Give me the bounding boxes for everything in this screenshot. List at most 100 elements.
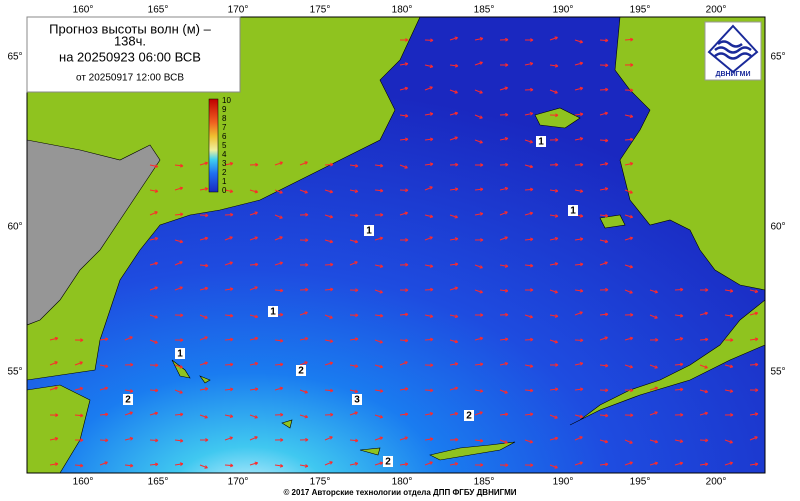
island-nunivak (599, 214, 626, 229)
arrow-shaft (424, 138, 434, 141)
arrow-shaft (174, 439, 183, 442)
arrow-head (705, 438, 709, 443)
arrow-head (480, 238, 484, 242)
arrow-head (179, 261, 183, 265)
arrow-shaft (574, 189, 583, 193)
arrow-head (179, 186, 184, 191)
lat-label-right: 60° (770, 222, 785, 233)
arrow-head (404, 86, 409, 91)
arrow-shaft (749, 338, 758, 341)
arrow-head (605, 87, 609, 92)
arrow-head (504, 288, 509, 293)
header-title: Прогноз высоты волн (м) – (49, 21, 211, 36)
arrow-shaft (424, 186, 433, 191)
arrow-head (255, 162, 259, 167)
contour-label-bg (536, 136, 546, 147)
header-issued: от 20250917 12:00 ВСВ (76, 73, 184, 84)
contour-label: 2 (385, 457, 391, 468)
arrow-shaft (249, 189, 258, 193)
arrow-shaft (149, 412, 158, 416)
arrow-head (354, 411, 358, 415)
arrow-shaft (374, 189, 384, 192)
arrow-head (554, 415, 558, 419)
arrow-shaft (174, 364, 183, 368)
arrow-head (480, 463, 484, 467)
arrow-shaft (274, 464, 283, 467)
arrow-shaft (474, 264, 483, 269)
map-frame (26, 16, 766, 474)
arrow-shaft (74, 414, 84, 417)
arrow-head (229, 161, 234, 166)
arrow-head (579, 39, 583, 44)
arrow-head (279, 215, 283, 219)
arrow-shaft (349, 462, 358, 466)
lon-label-bottom: 165° (148, 477, 169, 488)
arrow-shaft (124, 437, 133, 441)
lon-label-top: 160° (73, 5, 94, 16)
arrow-shaft (449, 214, 458, 218)
arrow-shaft (349, 239, 358, 243)
arrow-shaft (199, 464, 208, 469)
arrow-head (104, 337, 109, 342)
arrow-shaft (649, 462, 658, 466)
arrow-head (529, 412, 534, 417)
arrow-head (279, 338, 284, 343)
arrow-shaft (199, 188, 208, 191)
arrow-head (204, 415, 208, 419)
arrow-head (504, 236, 508, 240)
arrow-shaft (599, 336, 608, 341)
arrow-shaft (324, 436, 333, 441)
arrow-shaft (74, 361, 83, 366)
arrow-head (604, 111, 609, 116)
arrow-head (579, 461, 583, 465)
arrow-shaft (674, 388, 684, 391)
contour-label: 1 (366, 226, 372, 237)
arrow-head (454, 362, 459, 366)
arrow-head (554, 339, 558, 344)
arrow-shaft (149, 237, 158, 241)
arrow-shaft (374, 289, 383, 294)
arrow-head (129, 411, 133, 415)
arrow-shaft (499, 413, 509, 416)
arrow-shaft (324, 389, 334, 392)
arrow-head (254, 286, 258, 290)
arrow-head (329, 214, 334, 219)
arrow-shaft (474, 411, 483, 416)
arrow-head (529, 439, 534, 444)
arrow-head (429, 314, 434, 318)
arrow-shaft (449, 287, 458, 291)
arrow-shaft (524, 212, 533, 216)
arrow-head (404, 436, 408, 440)
arrow-head (154, 462, 159, 467)
arrow-head (729, 313, 734, 318)
islands-aleutian (171, 359, 516, 461)
arrow-head (404, 412, 409, 417)
arrow-shaft (599, 463, 609, 466)
arrow-shaft (424, 288, 434, 291)
arrow-head (580, 162, 584, 167)
arrow-shaft (324, 163, 334, 166)
arrow-shaft (124, 464, 134, 467)
arrow-shaft (49, 437, 58, 441)
arrow-head (204, 315, 208, 319)
arrow-head (329, 461, 333, 465)
arrow-shaft (274, 289, 284, 292)
arrow-head (454, 214, 458, 219)
arrow-head (630, 413, 634, 418)
arrow-shaft (399, 212, 408, 216)
arrow-head (479, 265, 483, 269)
arrow-shaft (349, 189, 358, 193)
arrow-head (454, 36, 458, 41)
arrow-shaft (49, 337, 58, 341)
arrow-head (554, 262, 559, 266)
arrow-shaft (99, 413, 109, 416)
arrow-shaft (574, 263, 584, 266)
arrow-shaft (424, 214, 433, 218)
arrow-head (479, 90, 483, 94)
arrow-head (705, 337, 709, 342)
arrow-head (179, 364, 183, 369)
lon-label-top: 190° (553, 5, 574, 16)
arrow-head (155, 438, 159, 443)
arrow-head (154, 189, 159, 193)
arrow-head (529, 61, 534, 66)
